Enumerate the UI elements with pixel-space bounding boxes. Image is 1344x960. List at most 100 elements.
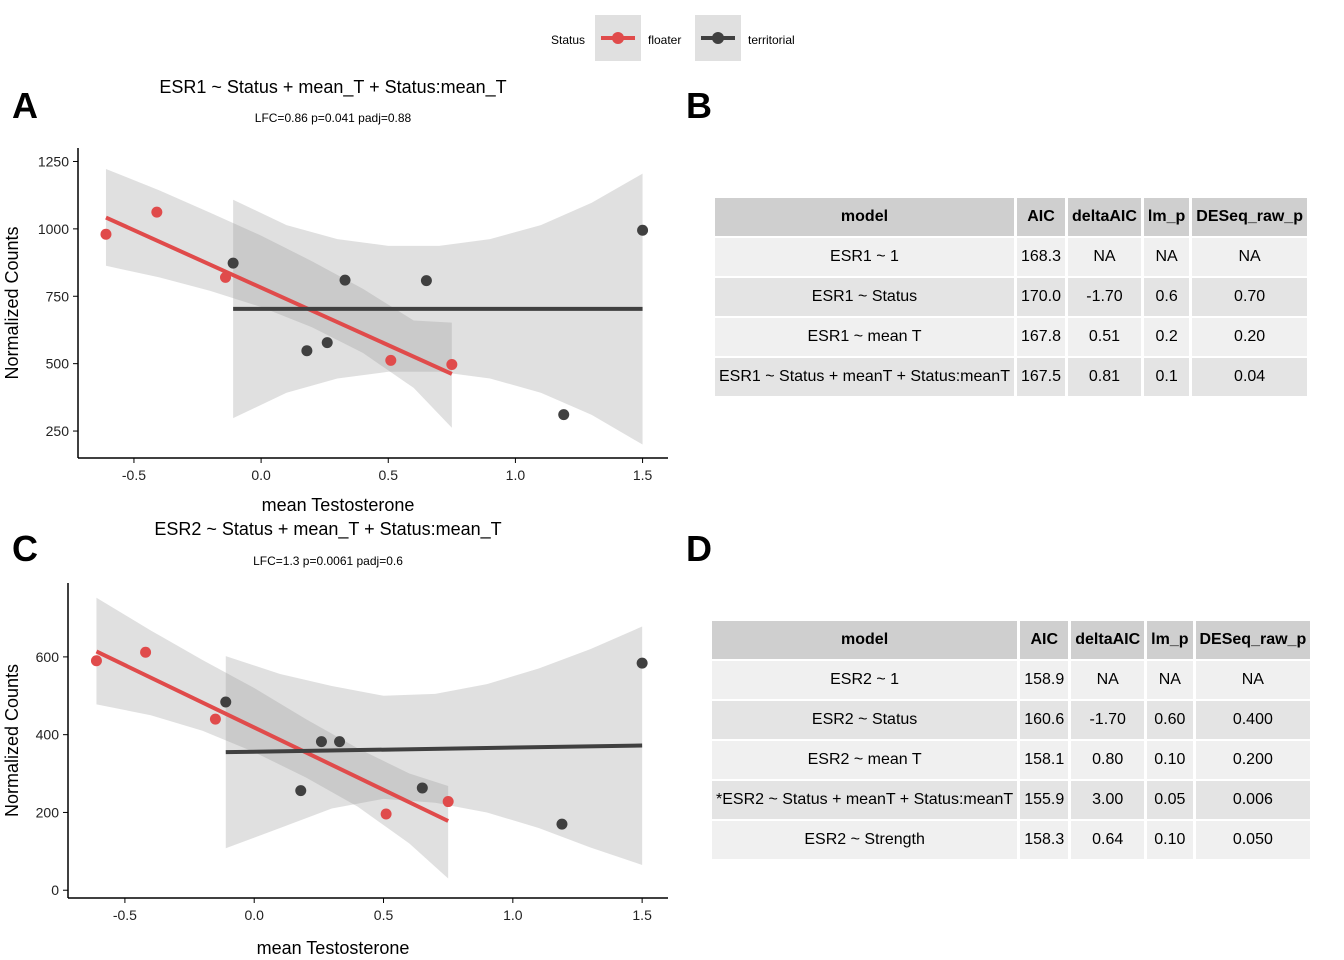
table-cell-aic: 155.9 [1018,780,1072,821]
table-cell-aic: 168.3 [1015,237,1069,278]
table-row: ESR2 ~ Strength 158.3 0.64 0.10 0.050 [712,820,1311,861]
table-cell-model: ESR1 ~ Status [715,277,1017,318]
chart-subtitle: LFC=0.86 p=0.041 padj=0.88 [255,111,412,125]
table-row: ESR1 ~ Status 170.0 -1.70 0.6 0.70 [715,277,1307,318]
column-header-deseq_raw_p: DESeq_raw_p [1194,621,1311,661]
table-cell-deseq_raw_p: NA [1190,237,1307,278]
confidence-band-territorial [225,626,643,865]
table-cell-deseq_raw_p: 0.200 [1194,740,1311,781]
table-cell-deltaaic: 3.00 [1069,780,1148,821]
y-tick-label: 250 [46,423,70,439]
table-cell-lm_p: 0.60 [1145,700,1196,741]
table-cell-model: ESR1 ~ mean T [715,317,1017,358]
table-cell-deseq_raw_p: 0.20 [1190,317,1307,358]
panel-letter-b: B [686,85,712,126]
y-tick-label: 750 [46,288,70,304]
data-point-territorial [301,345,313,357]
table-header-row: model AIC deltaAIC lm_p DESeq_raw_p [715,198,1307,238]
table-cell-lm_p: 0.10 [1145,820,1196,861]
legend-title: Status [551,33,585,47]
chart-title: ESR2 ~ Status + mean_T + Status:mean_T [154,519,501,540]
table-row: ESR1 ~ Status + meanT + Status:meanT 167.… [715,357,1307,398]
table-cell-deltaaic: -1.70 [1069,700,1148,741]
x-axis-label: mean Testosterone [262,495,415,515]
table-cell-model: *ESR2 ~ Status + meanT + Status:meanT [712,780,1021,821]
legend-label-territorial: territorial [748,33,795,47]
panel-letter-d: D [686,528,712,569]
table-cell-model: ESR1 ~ Status + meanT + Status:meanT [715,357,1017,398]
table-cell-aic: 160.6 [1018,700,1072,741]
column-header-deltaaic: deltaAIC [1069,621,1148,661]
panel-letter-c: C [12,528,38,569]
legend-marker-territorial [712,32,724,44]
data-point-territorial [295,785,307,797]
table-cell-lm_p: NA [1142,237,1193,278]
data-point-floater [140,646,152,658]
column-header-lm_p: lm_p [1145,621,1196,661]
table-cell-lm_p: 0.6 [1142,277,1193,318]
table-cell-aic: 167.8 [1015,317,1069,358]
column-header-aic: AIC [1018,621,1072,661]
data-point-territorial [558,409,570,421]
legend-items: floater territorial [595,15,795,61]
table-cell-model: ESR2 ~ mean T [712,740,1021,781]
data-point-territorial [636,657,648,669]
table-cell-deltaaic: 0.80 [1069,740,1148,781]
data-point-floater [220,271,231,283]
x-tick-label: 0.5 [379,467,399,483]
table-row: ESR2 ~ 1 158.9 NA NA NA [712,660,1311,701]
data-point-floater [90,655,102,667]
data-point-floater [446,358,458,370]
table-cell-deseq_raw_p: 0.04 [1190,357,1307,398]
column-header-lm_p: lm_p [1142,198,1193,238]
chart-esr1: ESR1 ~ Status + mean_T + Status:mean_T LF… [2,77,668,515]
table-cell-deseq_raw_p: 0.050 [1194,820,1311,861]
data-point-floater [385,354,397,366]
table-row: ESR2 ~ mean T 158.1 0.80 0.10 0.200 [712,740,1311,781]
x-tick-label: 0.0 [244,907,264,923]
table-cell-deltaaic: 0.64 [1069,820,1148,861]
y-axis-label: Normalized Counts [2,226,22,379]
table-cell-deltaaic: -1.70 [1066,277,1144,318]
data-point-floater [151,206,163,218]
data-point-floater [209,713,221,725]
table-cell-lm_p: 0.05 [1145,780,1196,821]
data-point-territorial [321,337,333,349]
table-cell-model: ESR2 ~ Strength [712,820,1021,861]
data-point-floater [100,228,112,240]
x-tick-label: -0.5 [122,467,146,483]
y-tick-label: 0 [51,882,59,898]
table-cell-lm_p: 0.1 [1142,357,1193,398]
y-tick-label: 1000 [38,221,69,237]
column-header-model: model [715,198,1017,238]
legend-label-floater: floater [648,33,681,47]
column-header-deseq_raw_p: DESeq_raw_p [1190,198,1307,238]
table-cell-aic: 170.0 [1015,277,1069,318]
fit-line-floater [105,215,453,376]
data-point-floater [442,796,454,808]
x-tick-label: -0.5 [113,907,137,923]
fit-line-territorial [225,743,643,755]
data-point-territorial [420,275,432,287]
table-header-row: model AIC deltaAIC lm_p DESeq_raw_p [712,621,1311,661]
fit-line-floater [95,649,450,823]
y-tick-label: 200 [36,804,60,820]
y-tick-label: 400 [36,727,60,743]
table-cell-lm_p: 0.2 [1142,317,1193,358]
table-row: ESR1 ~ mean T 167.8 0.51 0.2 0.20 [715,317,1307,358]
aic-table-esr1: model AIC deltaAIC lm_p DESeq_raw_p ESR1 ~ 1… [715,198,1307,398]
data-point-territorial [315,736,327,748]
table-cell-deltaaic: NA [1069,660,1148,701]
column-header-model: model [712,621,1021,661]
table-cell-model: ESR1 ~ 1 [715,237,1017,278]
table-cell-model: ESR2 ~ 1 [712,660,1021,701]
x-tick-label: 1.5 [633,467,653,483]
table-cell-deltaaic: 0.81 [1066,357,1144,398]
data-point-territorial [637,224,649,236]
x-tick-label: 1.0 [503,907,523,923]
table-cell-deseq_raw_p: 0.400 [1194,700,1311,741]
data-point-territorial [227,257,239,269]
table-cell-deseq_raw_p: NA [1194,660,1311,701]
legend-marker-floater [612,32,624,44]
table-cell-aic: 158.3 [1018,820,1072,861]
